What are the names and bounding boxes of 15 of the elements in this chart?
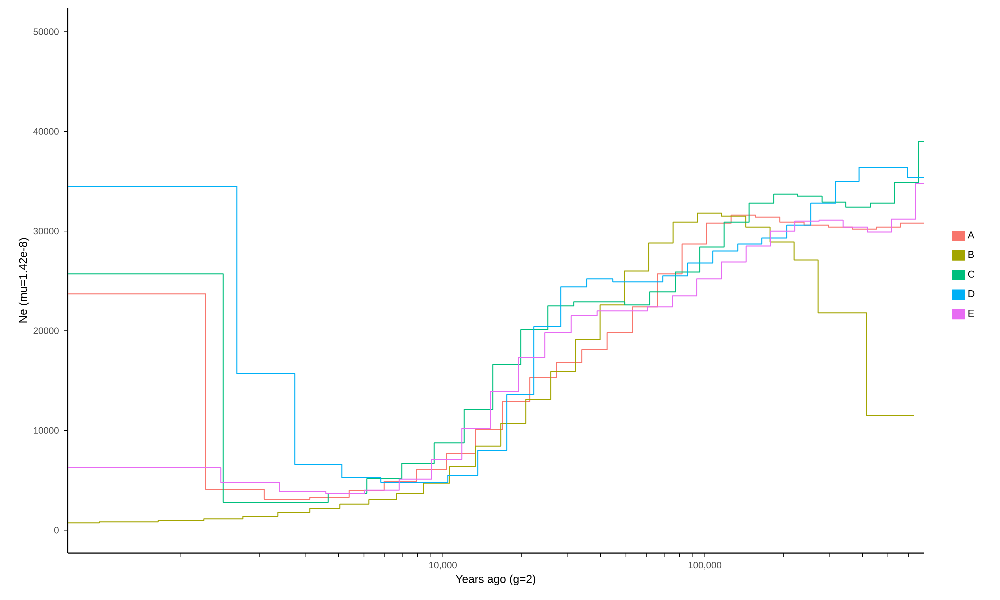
x-tick-label: 10,000: [430, 562, 457, 570]
y-tick-label: 10000: [34, 427, 59, 434]
legend-label: C: [968, 270, 975, 278]
y-tick-label: 30000: [34, 228, 59, 235]
legend-label: A: [968, 232, 975, 239]
x-axis-title: Years ago (g=2): [456, 574, 536, 586]
x-tick-label: 100,000: [688, 562, 722, 570]
y-axis-title: Ne (mu=1.42e-8): [18, 238, 30, 323]
y-tick-label: 40000: [34, 128, 59, 135]
legend-label: E: [968, 310, 974, 317]
y-tick-label: 50000: [34, 28, 59, 36]
y-tick-label: 0: [54, 527, 59, 534]
legend-label: D: [968, 290, 975, 298]
y-tick-label: 20000: [34, 328, 59, 334]
legend-label: B: [968, 251, 974, 258]
